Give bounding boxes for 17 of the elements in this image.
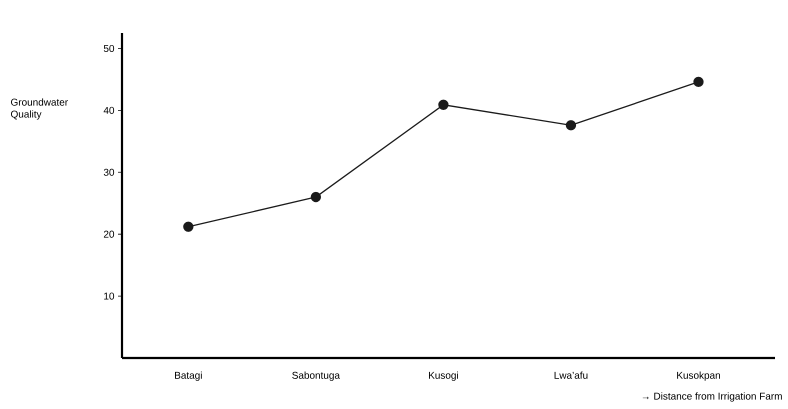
y-tick-label: 20: [104, 230, 114, 238]
y-tick-label: 30: [104, 168, 114, 176]
y-tick-label: 40: [104, 106, 114, 114]
x-tick-label: Sabontuga: [292, 372, 340, 381]
x-tick-label: Batagi: [175, 372, 202, 381]
y-tick-label: 10: [104, 292, 114, 300]
point: [183, 222, 194, 232]
point: [310, 192, 322, 202]
point: [693, 76, 704, 88]
x-tick-label: Kusokpan: [677, 372, 720, 381]
y-axis-title: Groundwater Quality: [10, 98, 68, 120]
x-axis-title: → Distance from Irrigation Farm: [642, 392, 782, 402]
x-tick-label: Kusogi: [428, 372, 458, 381]
x-tick-label: Lwa’afu: [554, 372, 588, 379]
point: [566, 120, 576, 130]
point: [438, 100, 449, 110]
y-tick-label: 50: [104, 44, 114, 52]
